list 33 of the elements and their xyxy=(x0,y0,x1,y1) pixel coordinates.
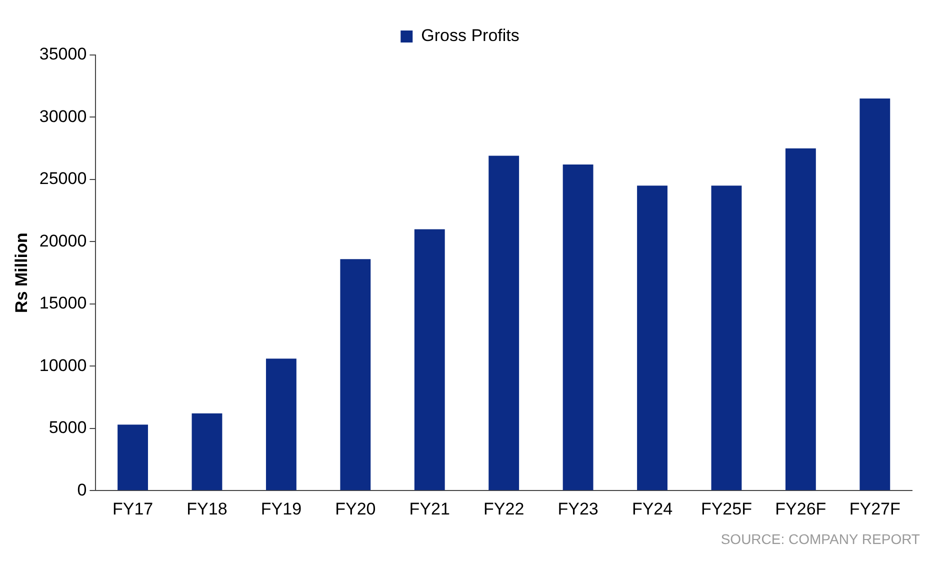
x-tick-label: FY21 xyxy=(409,499,450,518)
y-tick-label: 20000 xyxy=(39,231,87,250)
bar xyxy=(414,229,445,490)
x-tick-label: FY17 xyxy=(112,499,154,518)
y-axis-title: Rs Million xyxy=(12,232,31,313)
bar xyxy=(637,186,668,490)
x-tick-label: FY23 xyxy=(558,499,598,518)
x-tick-label: FY25F xyxy=(700,499,752,518)
x-tick-label: FY18 xyxy=(186,499,228,518)
bar xyxy=(488,156,520,490)
bar xyxy=(192,413,222,490)
legend-label: Gross Profits xyxy=(421,26,520,46)
y-tick-label: 5000 xyxy=(48,418,87,438)
bar xyxy=(266,358,296,490)
y-tick-label: 30000 xyxy=(39,106,87,126)
bar xyxy=(711,186,742,490)
bar xyxy=(118,424,148,490)
y-tick-label: 25000 xyxy=(39,169,87,188)
y-tick-label: 15000 xyxy=(39,294,87,313)
x-tick-label: FY20 xyxy=(335,499,376,518)
source-note: SOURCE: COMPANY REPORT xyxy=(720,531,920,547)
x-tick-label: FY26F xyxy=(775,499,826,518)
y-tick-label: 10000 xyxy=(39,356,87,375)
bar xyxy=(860,98,890,490)
y-tick-label: 0 xyxy=(77,480,87,500)
bar xyxy=(785,148,816,490)
bar xyxy=(562,164,594,490)
bar xyxy=(340,259,371,490)
x-tick-label: FY22 xyxy=(484,499,524,518)
x-tick-label: FY24 xyxy=(632,499,673,518)
x-tick-label: FY19 xyxy=(260,499,302,518)
x-tick-label: FY27F xyxy=(849,499,900,518)
y-tick-label: 35000 xyxy=(39,44,87,64)
